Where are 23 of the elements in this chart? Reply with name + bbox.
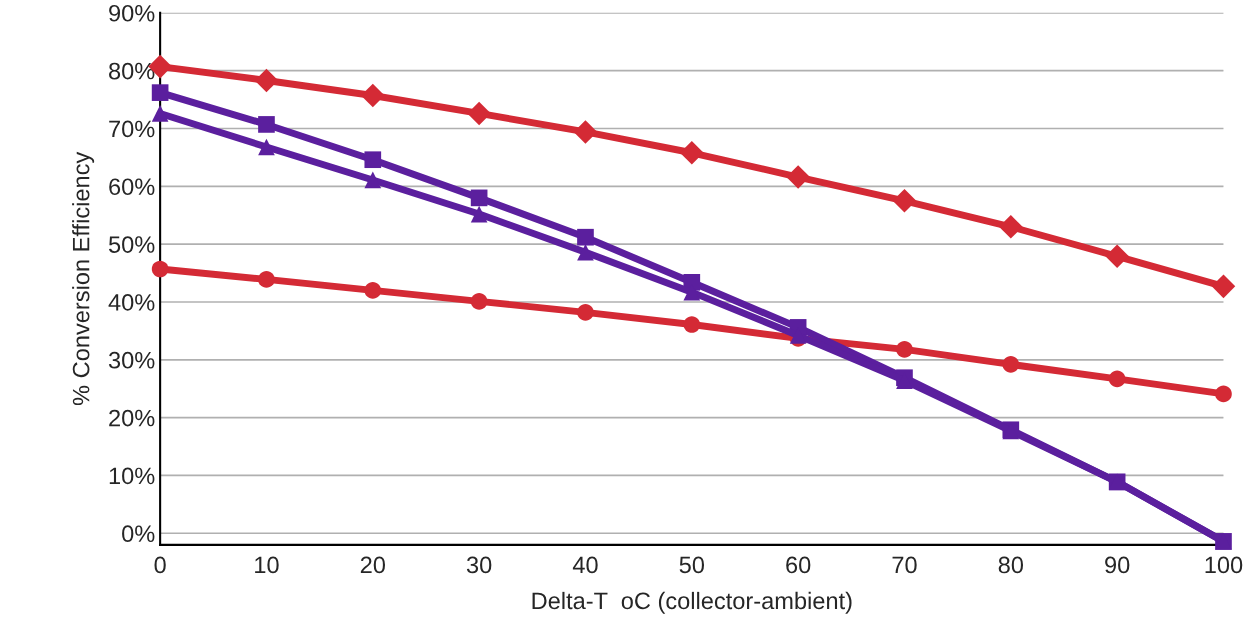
- x-tick-label: 50: [679, 556, 705, 574]
- y-tick-label: 20%: [109, 409, 155, 427]
- x-tick-label: 0: [154, 556, 166, 574]
- y-tick-label: 60%: [109, 178, 155, 196]
- x-tick-label: 90: [1105, 556, 1130, 574]
- y-tick-label: 0%: [122, 525, 155, 543]
- x-axis-title: Delta-T oC (collector-ambient): [532, 591, 852, 614]
- x-tick-label: 80: [998, 556, 1024, 574]
- x-tick-label: 100: [1205, 556, 1243, 574]
- y-tick-label: 10%: [109, 467, 155, 485]
- y-tick-label: 30%: [108, 351, 155, 369]
- x-tick-label: 60: [786, 556, 811, 574]
- y-tick-label: 50%: [108, 236, 155, 253]
- x-tick-label: 20: [360, 556, 386, 574]
- y-tick-label: 70%: [109, 120, 155, 138]
- x-tick-label: 40: [572, 556, 598, 574]
- y-axis-title: % Conversion Efficiency: [72, 151, 95, 406]
- x-tick-label: 10: [255, 556, 279, 574]
- y-tick-label: 90%: [109, 4, 155, 22]
- x-tick-label: 30: [466, 556, 492, 574]
- y-tick-label: 40%: [108, 294, 155, 311]
- x-tick-label: 70: [892, 556, 917, 574]
- y-tick-label: 80%: [109, 62, 155, 80]
